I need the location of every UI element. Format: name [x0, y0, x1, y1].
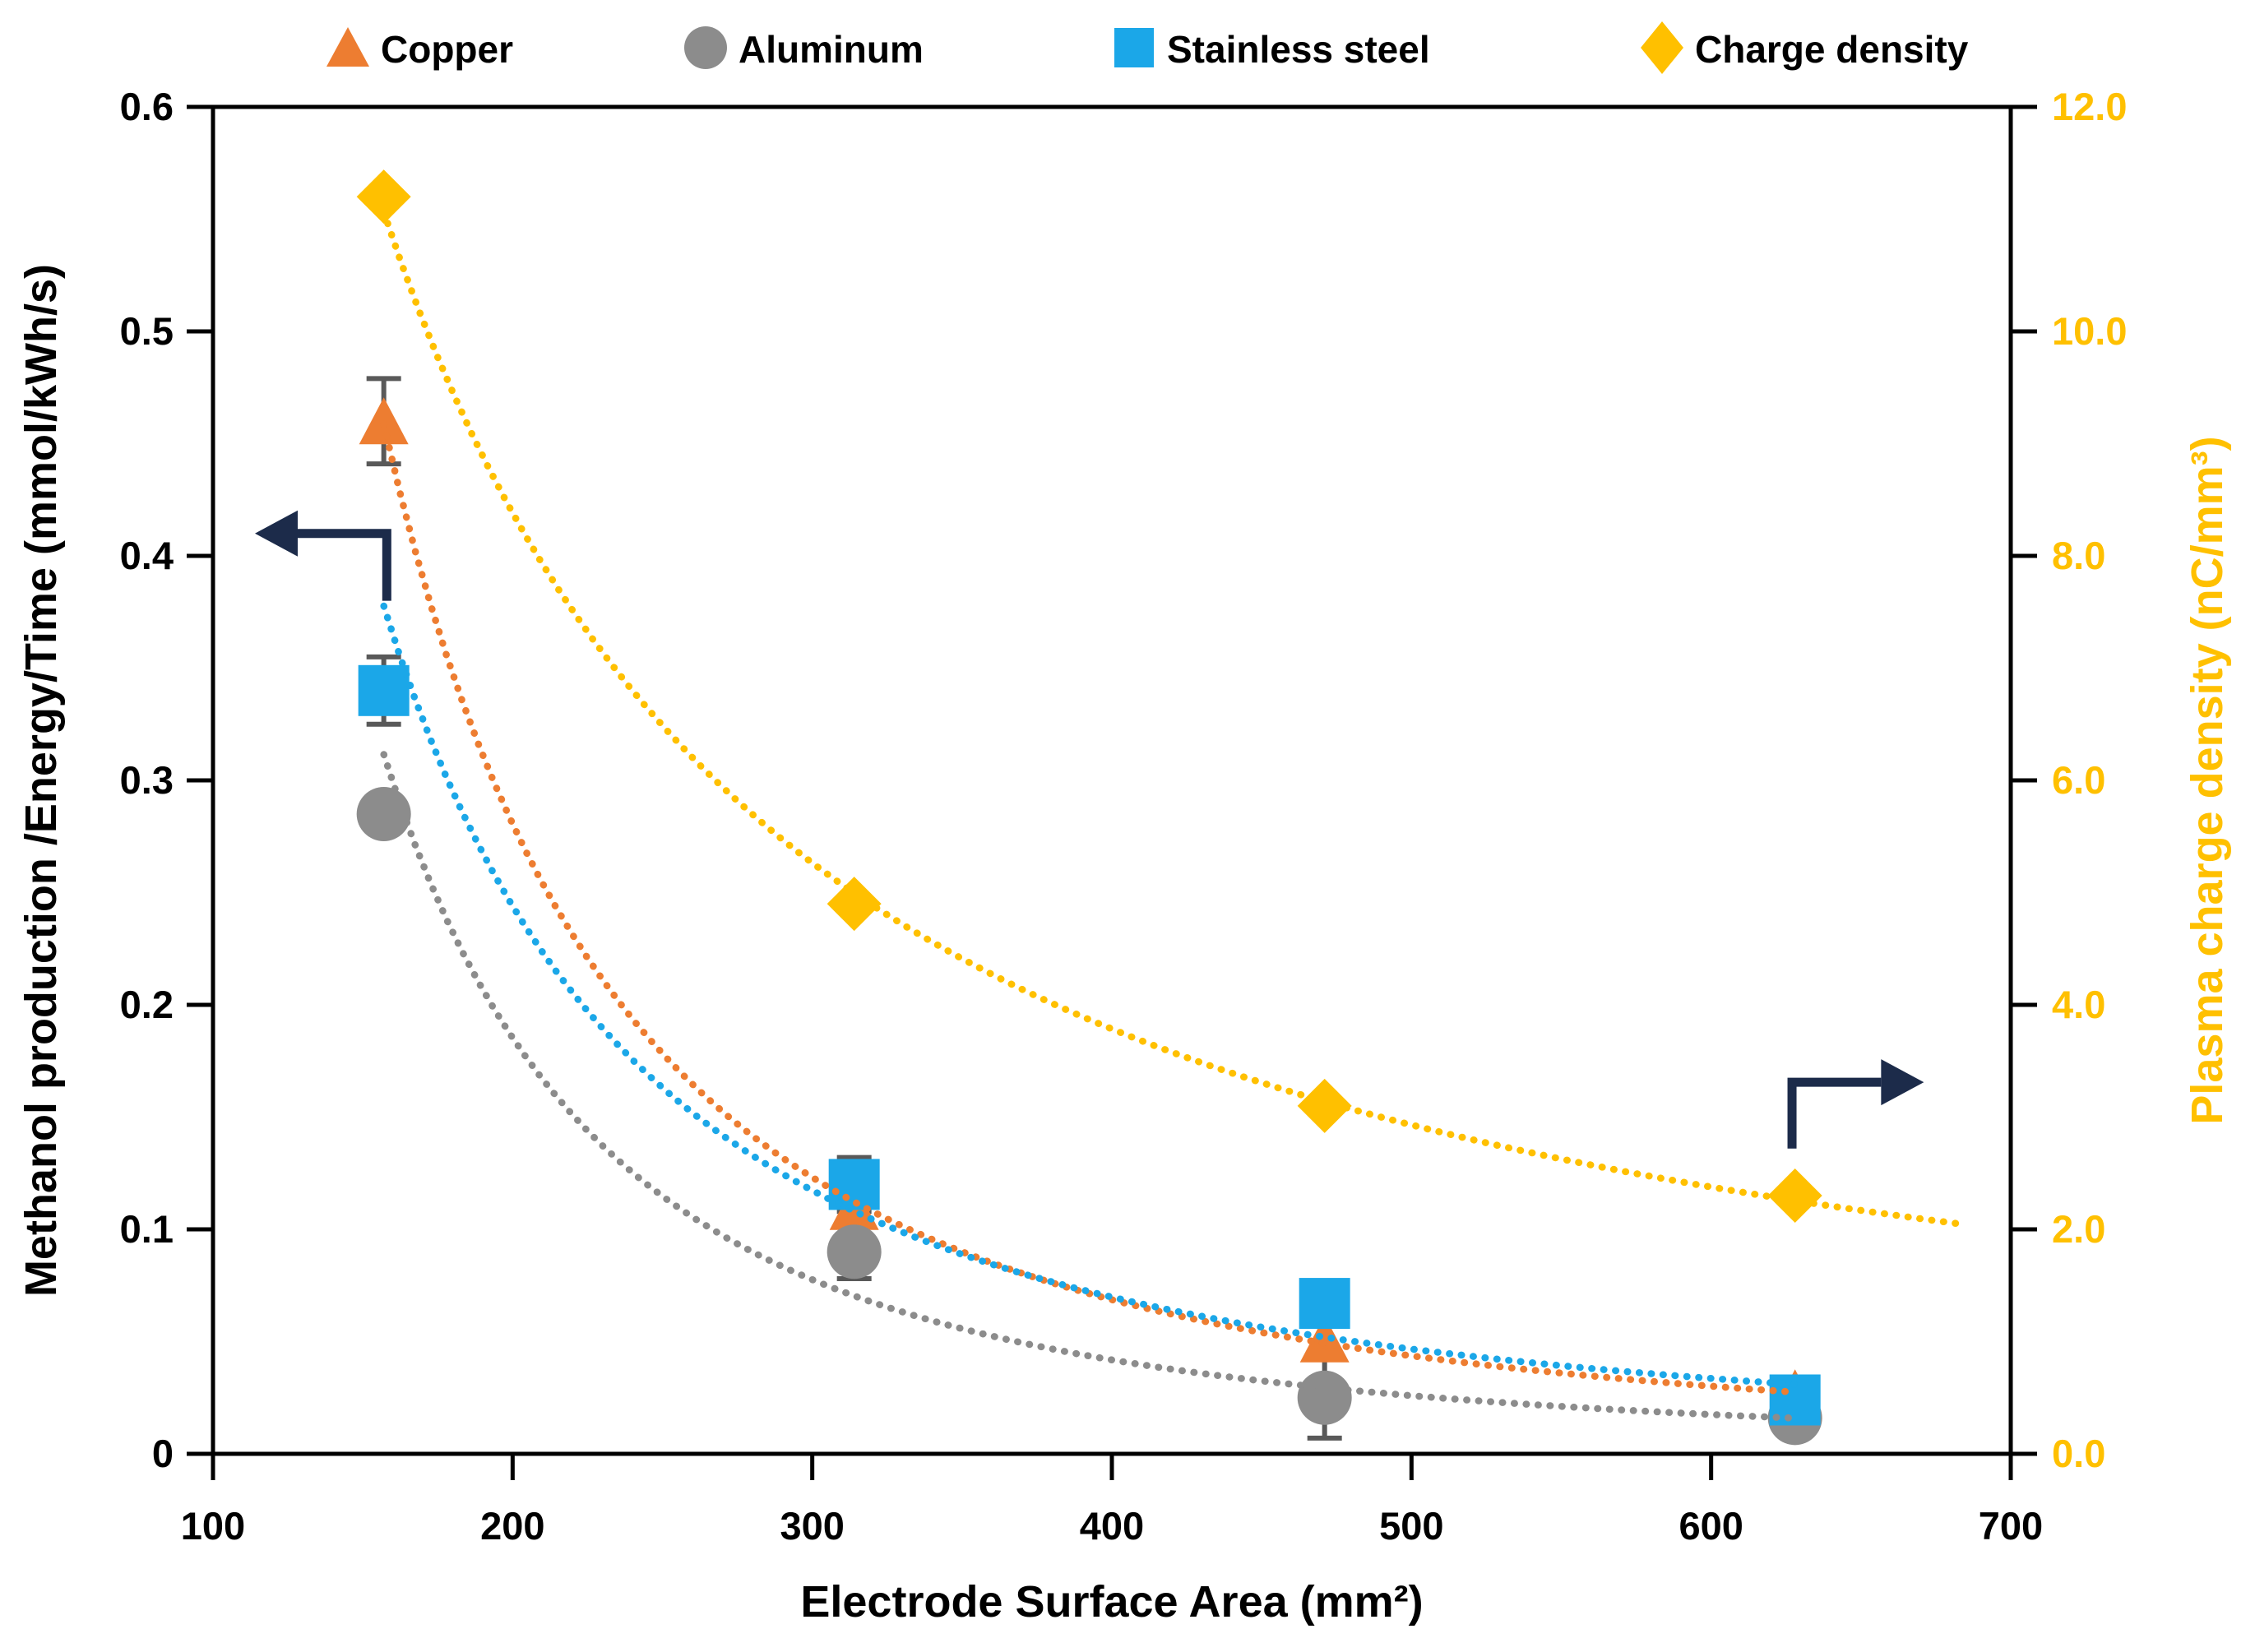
marker-aluminum	[827, 1224, 882, 1279]
legend-label: Aluminum	[739, 28, 924, 71]
y-left-axis-title: Methanol production /Energy/Time (mmol/k…	[16, 264, 66, 1297]
marker-charge-density	[1767, 1168, 1822, 1224]
y-left-tick-label: 0.4	[120, 534, 174, 577]
marker-copper	[1299, 1315, 1350, 1363]
legend-item-charge-density: Charge density	[1641, 21, 1969, 74]
y-right-tick-label: 8.0	[2052, 534, 2105, 577]
legend-item-aluminum: Aluminum	[684, 26, 924, 71]
y-right-tick-label: 6.0	[2052, 758, 2105, 802]
legend-label: Stainless steel	[1167, 28, 1430, 71]
plot-border	[211, 104, 2013, 1456]
x-axis-tick-label: 700	[1979, 1504, 2043, 1548]
x-axis-tick-label: 600	[1679, 1504, 1743, 1548]
legend-label: Charge density	[1695, 28, 1969, 71]
marker-aluminum	[1297, 1370, 1352, 1425]
legend-circle-icon	[684, 26, 727, 69]
y-right-tick-label: 2.0	[2052, 1207, 2105, 1251]
y-right-tick-label: 4.0	[2052, 983, 2105, 1026]
legend-item-stainless-steel: Stainless steel	[1114, 28, 1430, 71]
left-axis-arrow	[298, 529, 391, 601]
x-axis-tick-label: 500	[1379, 1504, 1443, 1548]
marker-charge-density	[827, 877, 882, 932]
x-axis-tick-label: 300	[780, 1504, 844, 1548]
marker-stainless-steel	[358, 664, 410, 716]
y-left-tick-label: 0.3	[120, 758, 174, 802]
y-right-tick-label: 0.0	[2052, 1432, 2105, 1475]
y-right-tick-label: 12.0	[2052, 85, 2127, 128]
y-left-tick-label: 0.6	[120, 85, 174, 128]
legend-label: Copper	[381, 28, 513, 71]
y-right-tick-label: 10.0	[2052, 309, 2127, 353]
trendline-aluminum	[380, 751, 1799, 1422]
legend-diamond-icon	[1641, 21, 1683, 74]
y-left-tick-label: 0.5	[120, 309, 174, 353]
x-axis-title: Electrode Surface Area (mm²)	[800, 1577, 1423, 1627]
y-left-tick-label: 0	[152, 1432, 174, 1475]
trendline-stainless-steel	[380, 602, 1799, 1388]
legend-triangle-icon	[326, 27, 369, 67]
y-left-tick-label: 0.2	[120, 983, 174, 1026]
trendline-charge-density	[380, 208, 1961, 1228]
y-right-axis-title: Plasma charge density (nC/mm³)	[2183, 436, 2232, 1124]
x-axis-tick-label: 100	[181, 1504, 245, 1548]
right-axis-arrow	[1787, 1077, 1882, 1149]
marker-charge-density	[1297, 1078, 1352, 1133]
marker-charge-density	[356, 169, 411, 224]
marker-stainless-steel	[1299, 1278, 1350, 1330]
left-axis-arrow-head	[255, 510, 299, 557]
x-axis-tick-label: 400	[1080, 1504, 1144, 1548]
x-axis-tick-label: 200	[480, 1504, 544, 1548]
right-axis-arrow-head	[1881, 1059, 1924, 1106]
trendline-copper	[380, 420, 1799, 1396]
legend-square-icon	[1114, 28, 1154, 67]
y-left-tick-label: 0.1	[120, 1207, 174, 1251]
legend-item-copper: Copper	[326, 27, 513, 71]
